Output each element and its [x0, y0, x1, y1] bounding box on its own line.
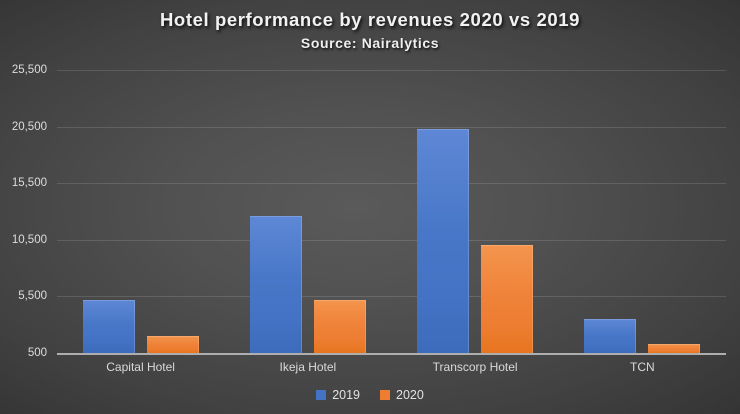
- legend-color-swatch-2020: [380, 390, 390, 400]
- chart-subtitle: Source: Nairalytics: [300, 35, 440, 51]
- y-axis-tick-label: 25,500: [11, 64, 47, 76]
- bar-2020-transcorp-hotel: [481, 244, 534, 353]
- y-axis-tick-label: 500: [27, 347, 47, 359]
- bar-2019-capital-hotel: [82, 299, 135, 353]
- legend-item-2020: 2020: [380, 388, 424, 402]
- chart-title: Hotel performance by revenues 2020 vs 20…: [159, 9, 581, 30]
- bar-2019-transcorp-hotel: [417, 128, 470, 353]
- legend-label: 2020: [396, 388, 424, 402]
- legend-label: 2019: [332, 388, 360, 402]
- gridline: [57, 239, 726, 241]
- gridline: [57, 183, 726, 185]
- y-axis-tick-label: 20,500: [11, 120, 47, 133]
- gridline: [57, 70, 726, 71]
- gridline: [57, 126, 726, 128]
- bar-2019-ikeja-hotel: [249, 216, 302, 353]
- legend-color-swatch-2019: [316, 390, 327, 400]
- x-axis-category-label: TCN: [630, 360, 655, 374]
- x-axis-category-label: Ikeja Hotel: [279, 360, 337, 374]
- bar-2020-capital-hotel: [146, 336, 199, 353]
- gridline: [57, 296, 726, 298]
- legend: 2019 2020: [0, 388, 740, 402]
- y-axis-tick-label: 5,500: [18, 290, 47, 303]
- bar-2019-tcn: [584, 319, 637, 353]
- x-axis-category-label: Capital Hotel: [106, 360, 175, 374]
- y-axis-tick-label: 10,500: [11, 233, 47, 246]
- x-axis-category-label: Transcorp Hotel: [432, 360, 518, 374]
- legend-item-2019: 2019: [316, 388, 360, 402]
- bar-2020-ikeja-hotel: [313, 300, 366, 353]
- bar-2020-tcn: [648, 344, 701, 353]
- y-axis-tick-label: 15,500: [11, 177, 47, 190]
- x-axis-line: [57, 353, 726, 355]
